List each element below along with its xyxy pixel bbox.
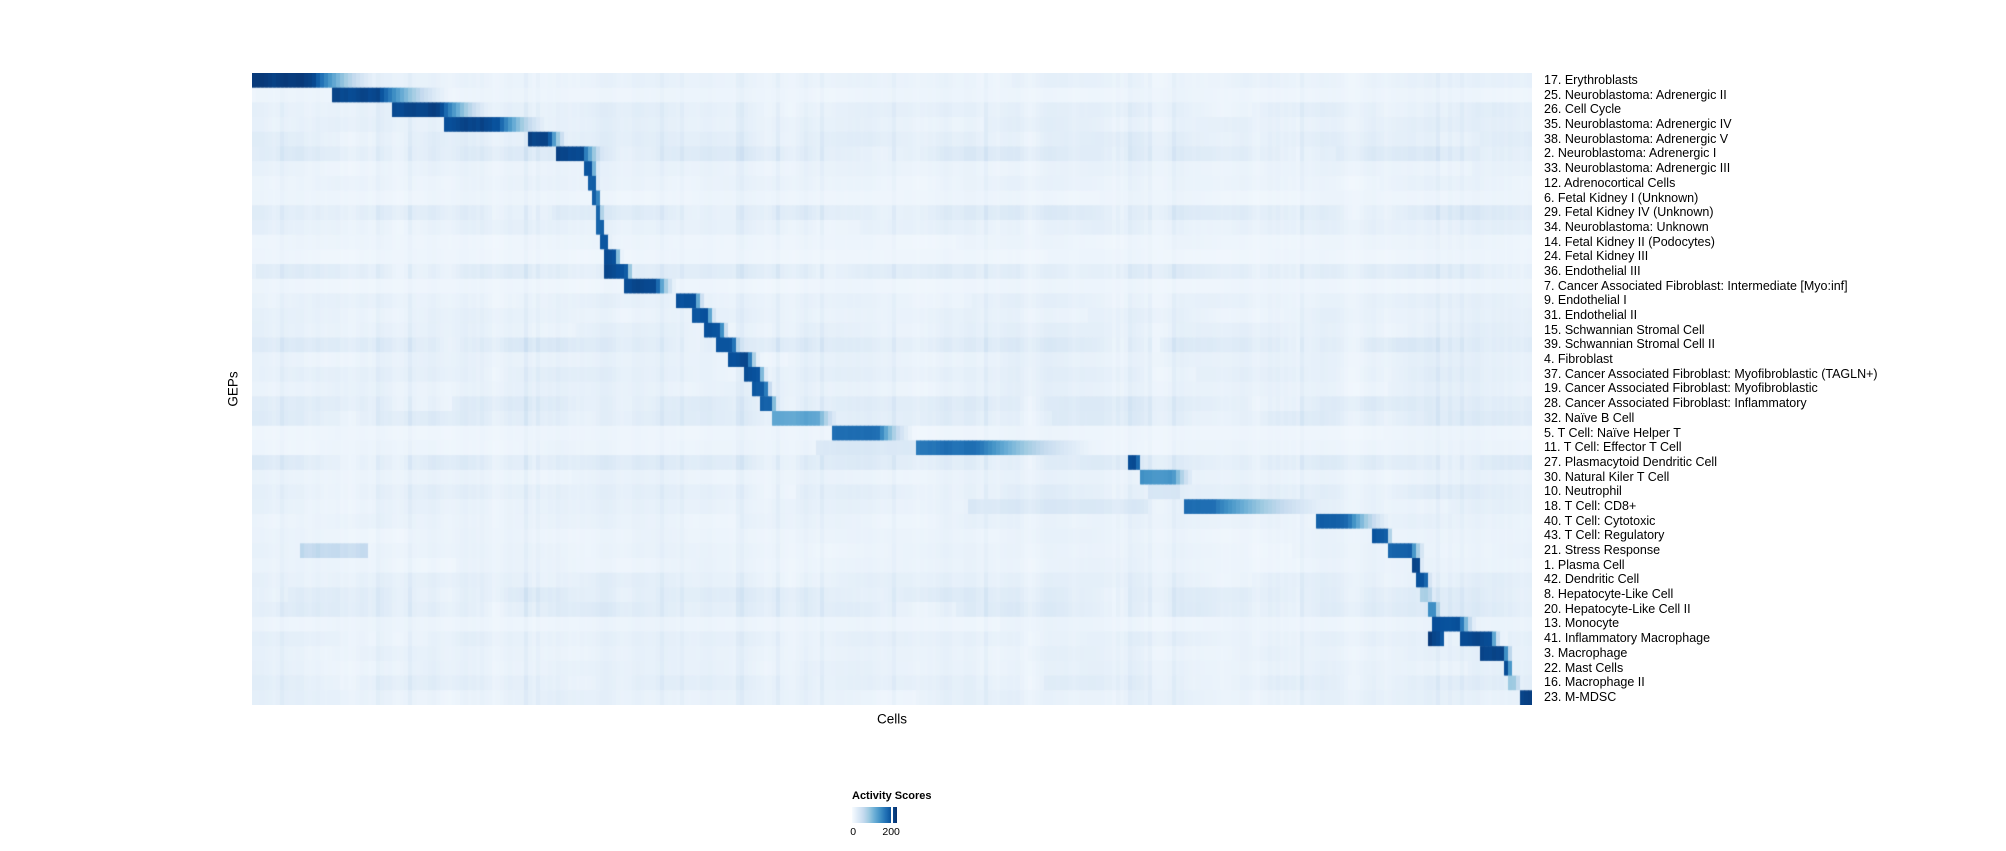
gep-row-label: 11. T Cell: Effector T Cell [1544, 440, 1682, 455]
gep-row-label: 20. Hepatocyte-Like Cell II [1544, 601, 1691, 616]
y-axis-label: GEPs [225, 371, 241, 407]
gep-row-label: 18. T Cell: CD8+ [1544, 498, 1637, 513]
legend-tick-mark [891, 807, 893, 823]
gep-row-label: 5. T Cell: Naïve Helper T [1544, 425, 1681, 440]
gep-row-label: 9. Endothelial I [1544, 293, 1627, 308]
gep-row-label: 1. Plasma Cell [1544, 557, 1625, 572]
gep-row-label: 13. Monocyte [1544, 616, 1620, 631]
gep-row-label: 8. Hepatocyte-Like Cell [1544, 587, 1674, 602]
gep-row-label: 40. T Cell: Cytotoxic [1544, 513, 1656, 528]
gep-row-label: 32. Naïve B Cell [1544, 410, 1635, 425]
gep-row-label: 2. Neuroblastoma: Adrenergic I [1544, 146, 1717, 161]
gep-row-label: 19. Cancer Associated Fibroblast: Myofib… [1544, 381, 1818, 396]
gep-row-label: 43. T Cell: Regulatory [1544, 528, 1665, 543]
gep-row-label: 22. Mast Cells [1544, 660, 1624, 675]
gep-row-label: 29. Fetal Kidney IV (Unknown) [1544, 205, 1714, 220]
gep-row-label: 35. Neuroblastoma: Adrenergic IV [1544, 117, 1732, 132]
gep-row-label: 39. Schwannian Stromal Cell II [1544, 337, 1715, 352]
gep-row-label: 31. Endothelial II [1544, 308, 1638, 322]
gep-row-label: 21. Stress Response [1544, 543, 1661, 557]
legend-ticks: 0 200 [850, 826, 900, 840]
gep-row-label: 25. Neuroblastoma: Adrenergic II [1544, 87, 1727, 102]
gep-row-label: 42. Dendritic Cell [1544, 572, 1640, 587]
gep-row-label: 34. Neuroblastoma: Unknown [1544, 219, 1709, 234]
gep-row-label: 37. Cancer Associated Fibroblast: Myofib… [1544, 366, 1878, 381]
gep-row-label: 3. Macrophage [1544, 645, 1628, 660]
gep-row-label: 24. Fetal Kidney III [1544, 249, 1649, 264]
gep-row-label: 14. Fetal Kidney II (Podocytes) [1544, 234, 1715, 249]
gep-row-label: 28. Cancer Associated Fibroblast: Inflam… [1544, 396, 1807, 411]
gep-row-label: 41. Inflammatory Macrophage [1544, 631, 1711, 646]
gep-row-label: 15. Schwannian Stromal Cell [1544, 322, 1705, 337]
x-axis-label: Cells [876, 711, 908, 727]
gep-row-label: 6. Fetal Kidney I (Unknown) [1544, 190, 1699, 205]
gep-row-label: 26. Cell Cycle [1544, 102, 1622, 117]
legend-tick-min: 0 [850, 826, 857, 838]
heatmap-canvas [252, 73, 1532, 705]
legend-tick-max: 200 [882, 826, 900, 838]
legend-colorbar [852, 807, 897, 823]
gep-row-label: 7. Cancer Associated Fibroblast: Interme… [1544, 278, 1848, 293]
gep-row-label: 33. Neuroblastoma: Adrenergic III [1544, 161, 1731, 176]
gep-row-label: 38. Neuroblastoma: Adrenergic V [1544, 131, 1729, 146]
gep-row-label: 17. Erythroblasts [1544, 73, 1638, 87]
legend-title: Activity Scores [852, 790, 932, 802]
gep-row-label: 23. M-MDSC [1544, 689, 1617, 704]
gep-row-label: 10. Neutrophil [1544, 484, 1622, 499]
gep-row-label: 30. Natural Kiler T Cell [1544, 469, 1670, 484]
gep-row-label: 12. Adrenocortical Cells [1544, 175, 1676, 190]
gep-row-labels: 17. Erythroblasts 25. Neuroblastoma: Adre… [1544, 73, 1878, 705]
gep-row-label: 16. Macrophage II [1544, 675, 1645, 690]
gep-row-label: 4. Fibroblast [1544, 352, 1613, 367]
gep-row-label: 27. Plasmacytoid Dendritic Cell [1544, 454, 1717, 469]
activity-scores-legend: Activity Scores 0 200 [850, 790, 1012, 840]
gep-row-label: 36. Endothelial III [1544, 263, 1641, 278]
